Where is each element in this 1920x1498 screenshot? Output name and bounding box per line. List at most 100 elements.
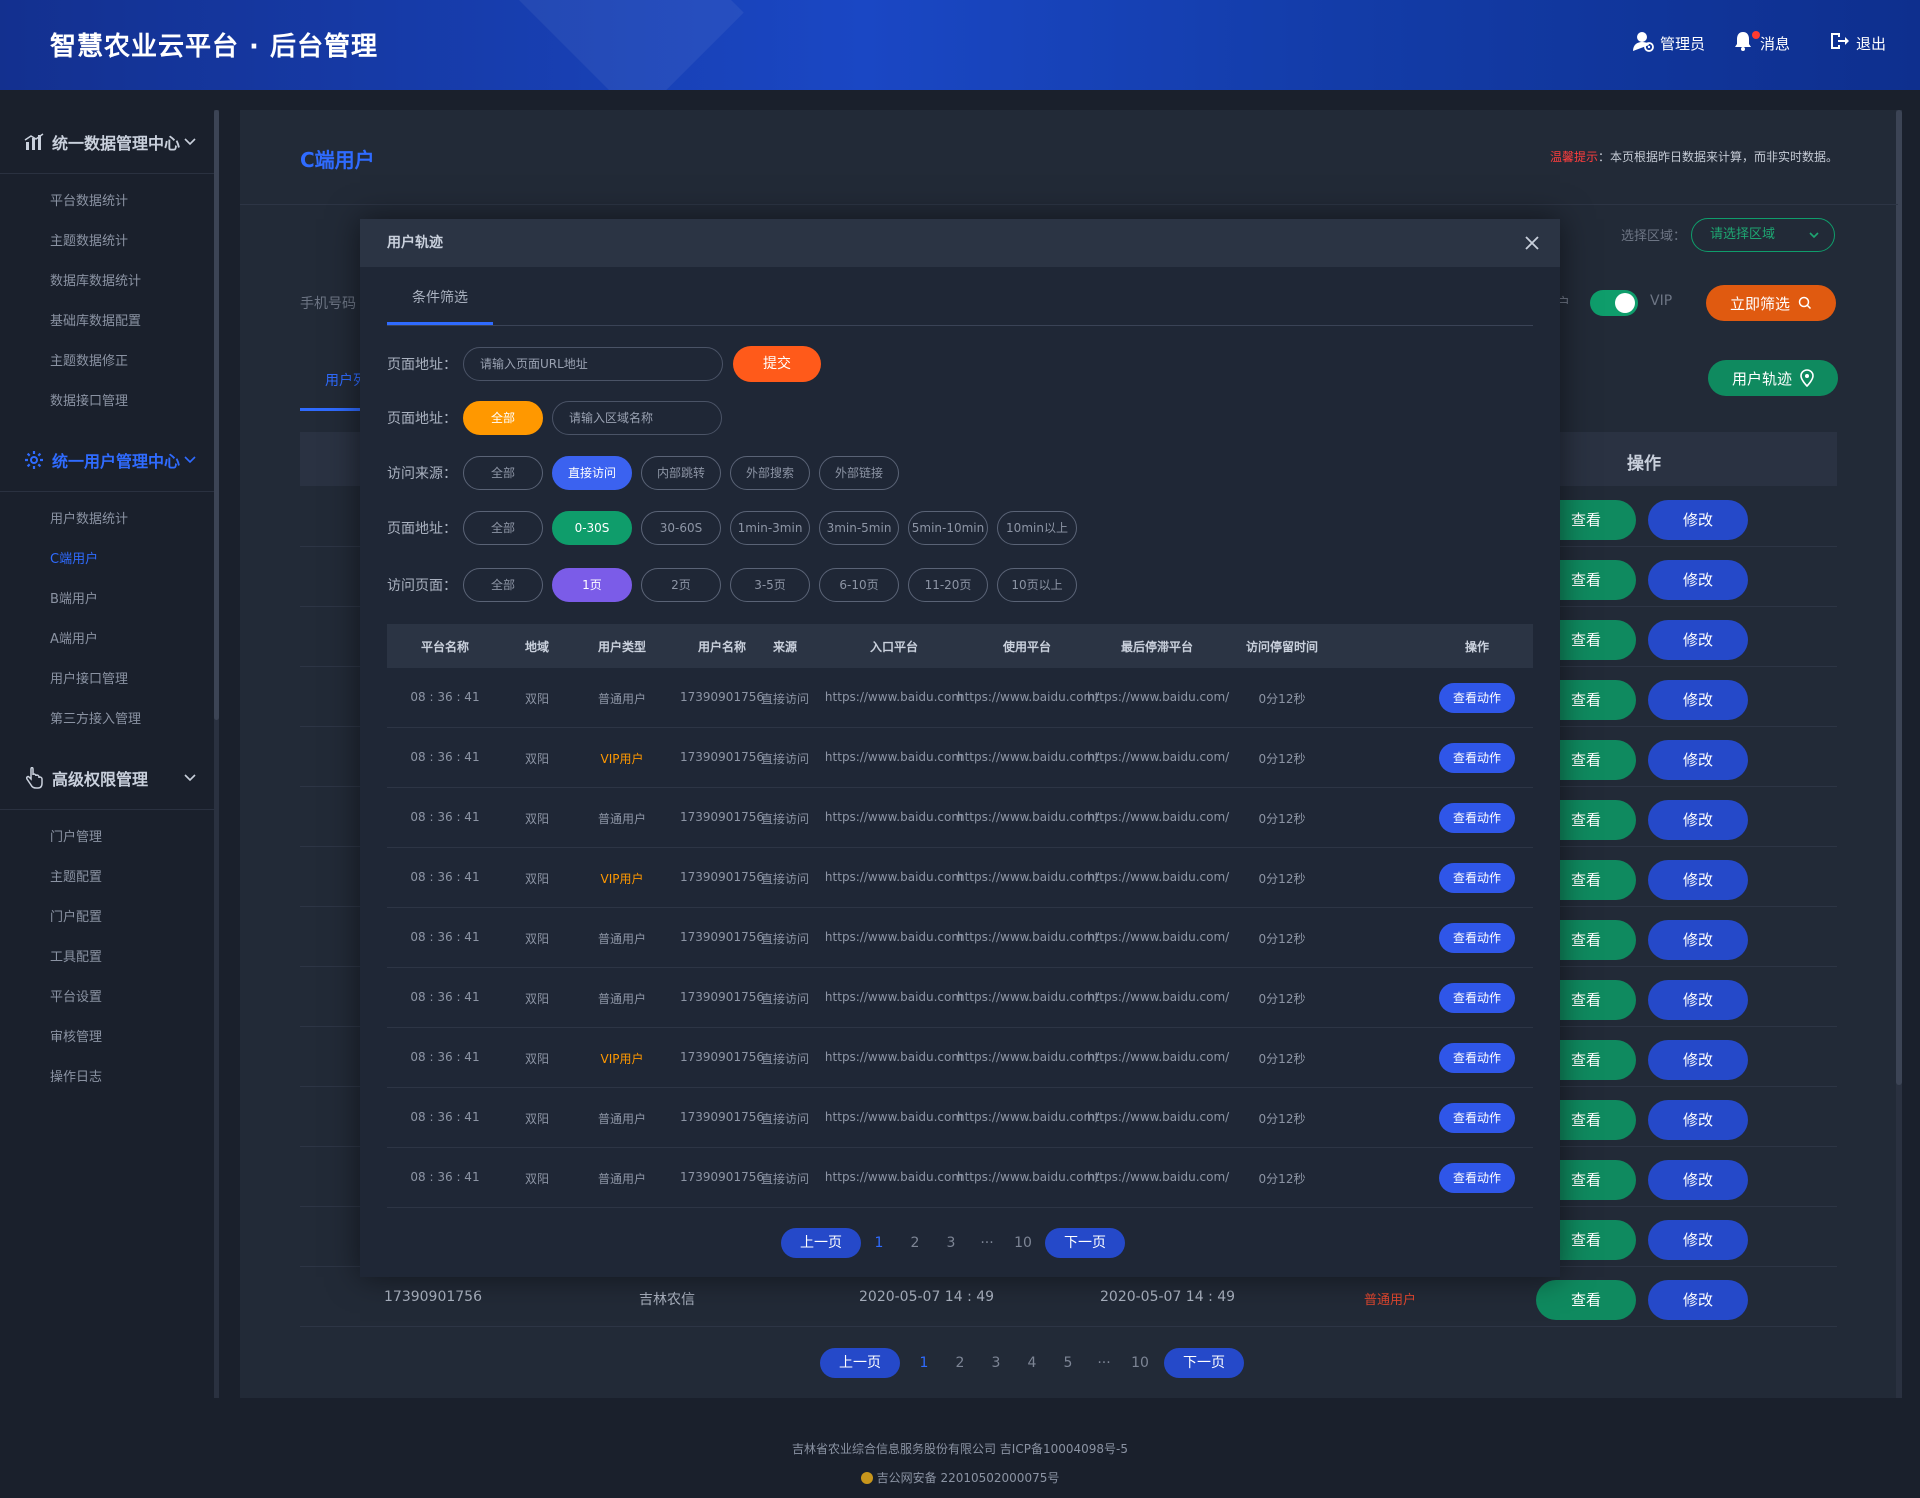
filter-chip[interactable]: 2页 (641, 568, 721, 602)
page-number[interactable]: 10 (1014, 1235, 1032, 1251)
filter-chip[interactable]: 10页以上 (997, 568, 1077, 602)
filter-chip[interactable]: 1min-3min (730, 511, 810, 545)
filter-chip[interactable]: 5min-10min (908, 511, 988, 545)
sidebar-item-topic-stats[interactable]: 主题数据统计 (50, 234, 129, 249)
filter-chip[interactable]: 直接访问 (552, 456, 632, 490)
edit-button[interactable]: 修改 (1648, 920, 1748, 960)
prev-page-button[interactable]: 上一页 (820, 1348, 900, 1378)
edit-button[interactable]: 修改 (1648, 1160, 1748, 1200)
filter-chip[interactable]: 0-30S (552, 511, 632, 545)
sidebar-section-user-center[interactable]: 统一用户管理中心 (0, 428, 216, 492)
view-action-button[interactable]: 查看动作 (1439, 683, 1515, 713)
tab-user-list[interactable]: 用户列 (325, 373, 367, 389)
edit-button[interactable]: 修改 (1648, 860, 1748, 900)
sidebar-item-topic-config[interactable]: 主题配置 (50, 870, 103, 885)
filter-now-button[interactable]: 立即筛选 (1706, 285, 1836, 321)
sidebar-section-permissions[interactable]: 高级权限管理 (0, 746, 216, 810)
sidebar-item-platform-stats[interactable]: 平台数据统计 (50, 194, 129, 209)
main-scrollbar[interactable] (1896, 110, 1902, 1398)
filter-chip[interactable]: 全部 (463, 511, 543, 545)
view-action-button[interactable]: 查看动作 (1439, 803, 1515, 833)
filter-chip[interactable]: 11-20页 (908, 568, 988, 602)
page-number[interactable]: 4 (1027, 1355, 1037, 1371)
sidebar-item-data-api[interactable]: 数据接口管理 (50, 394, 129, 409)
view-action-button[interactable]: 查看动作 (1439, 863, 1515, 893)
tab-filter-conditions[interactable]: 条件筛选 (412, 290, 468, 306)
sidebar-item-tool-config[interactable]: 工具配置 (50, 950, 103, 965)
url-input[interactable]: 请输入页面URL地址 (463, 347, 723, 381)
filter-chip[interactable]: 30-60S (641, 511, 721, 545)
sidebar-item-platform-settings[interactable]: 平台设置 (50, 990, 103, 1005)
view-action-button[interactable]: 查看动作 (1439, 1043, 1515, 1073)
edit-button[interactable]: 修改 (1648, 620, 1748, 660)
filter-chip[interactable]: 6-10页 (819, 568, 899, 602)
filter-chip[interactable]: 3-5页 (730, 568, 810, 602)
page-number[interactable]: 1 (874, 1235, 884, 1251)
sidebar-item-portal-mgmt[interactable]: 门户管理 (50, 830, 103, 845)
edit-button[interactable]: 修改 (1648, 800, 1748, 840)
edit-button[interactable]: 修改 (1648, 560, 1748, 600)
edit-button[interactable]: 修改 (1648, 740, 1748, 780)
submit-button[interactable]: 提交 (733, 346, 821, 382)
close-icon[interactable] (1524, 235, 1540, 251)
page-number[interactable]: 2 (910, 1235, 920, 1251)
sidebar-item-third-party[interactable]: 第三方接入管理 (50, 712, 142, 727)
sidebar-item-b-users[interactable]: B端用户 (50, 592, 98, 607)
sidebar-item-db-stats[interactable]: 数据库数据统计 (50, 274, 142, 289)
next-page-button[interactable]: 下一页 (1164, 1348, 1244, 1378)
filter-chip[interactable]: 10min以上 (997, 511, 1077, 545)
page-number[interactable]: 3 (991, 1355, 1001, 1371)
messages-button[interactable]: 消息 (1732, 30, 1790, 56)
prev-page-button[interactable]: 上一页 (781, 1228, 861, 1258)
edit-button[interactable]: 修改 (1648, 680, 1748, 720)
app-title: 智慧农业云平台 · 后台管理 (50, 32, 378, 62)
sidebar-scrollbar[interactable] (214, 110, 219, 1398)
sidebar-item-a-users[interactable]: A端用户 (50, 632, 98, 647)
sidebar-item-user-api[interactable]: 用户接口管理 (50, 672, 129, 687)
filter-chip[interactable]: 1页 (552, 568, 632, 602)
view-action-button[interactable]: 查看动作 (1439, 1103, 1515, 1133)
next-page-button[interactable]: 下一页 (1045, 1228, 1125, 1258)
edit-button[interactable]: 修改 (1648, 500, 1748, 540)
page-number[interactable]: 5 (1063, 1355, 1073, 1371)
sidebar-item-oplog[interactable]: 操作日志 (50, 1070, 103, 1085)
edit-button[interactable]: 修改 (1648, 1280, 1748, 1320)
filter-chip[interactable]: 3min-5min (819, 511, 899, 545)
chip-all[interactable]: 全部 (463, 401, 543, 435)
edit-button[interactable]: 修改 (1648, 1220, 1748, 1260)
region-select[interactable]: 请选择区域 (1691, 218, 1835, 252)
filter-chip[interactable]: 内部跳转 (641, 456, 721, 490)
region-input[interactable]: 请输入区域名称 (552, 401, 722, 435)
scrollbar-thumb[interactable] (214, 110, 219, 720)
view-action-button[interactable]: 查看动作 (1439, 923, 1515, 953)
user-track-button[interactable]: 用户轨迹 (1708, 360, 1838, 396)
vip-toggle[interactable] (1590, 290, 1638, 316)
bar-chart-icon (24, 132, 44, 150)
sidebar-item-portal-config[interactable]: 门户配置 (50, 910, 103, 925)
edit-button[interactable]: 修改 (1648, 1040, 1748, 1080)
page-number[interactable]: 2 (955, 1355, 965, 1371)
filter-chip[interactable]: 外部链接 (819, 456, 899, 490)
view-button[interactable]: 查看 (1536, 1280, 1636, 1320)
sidebar-section-data-center[interactable]: 统一数据管理中心 (0, 110, 216, 174)
admin-button[interactable]: 管理员 (1632, 30, 1705, 56)
logout-button[interactable]: 退出 (1828, 30, 1886, 56)
filter-chip[interactable]: 全部 (463, 568, 543, 602)
sidebar-item-c-users[interactable]: C端用户 (50, 552, 99, 567)
filter-chip[interactable]: 全部 (463, 456, 543, 490)
page-number[interactable]: 10 (1131, 1355, 1149, 1371)
scrollbar-thumb[interactable] (1896, 110, 1902, 1085)
sidebar-item-base-config[interactable]: 基础库数据配置 (50, 314, 142, 329)
view-action-button[interactable]: 查看动作 (1439, 983, 1515, 1013)
view-action-button[interactable]: 查看动作 (1439, 1163, 1515, 1193)
edit-button[interactable]: 修改 (1648, 1100, 1748, 1140)
page-number[interactable]: 1 (919, 1355, 929, 1371)
page-number[interactable]: 3 (946, 1235, 956, 1251)
filter-chip[interactable]: 外部搜索 (730, 456, 810, 490)
view-action-button[interactable]: 查看动作 (1439, 743, 1515, 773)
table-row: 08 : 36 : 41 双阳 普通用户 17390901756 直接访问 https:/… (387, 968, 1533, 1028)
sidebar-item-review[interactable]: 审核管理 (50, 1030, 103, 1045)
sidebar-item-topic-fix[interactable]: 主题数据修正 (50, 354, 129, 369)
edit-button[interactable]: 修改 (1648, 980, 1748, 1020)
sidebar-item-user-stats[interactable]: 用户数据统计 (50, 512, 129, 527)
